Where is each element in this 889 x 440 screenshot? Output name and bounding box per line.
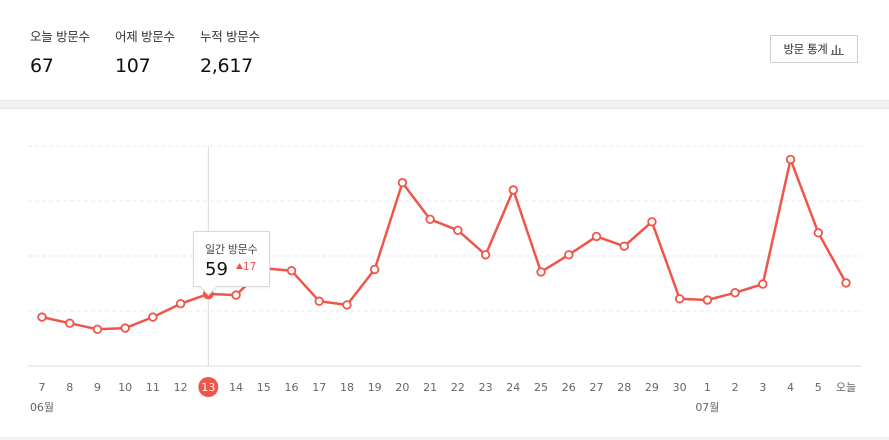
x-tick-label[interactable]: 23 — [479, 381, 493, 394]
stat-yesterday: 어제 방문수 107 — [115, 26, 175, 77]
stat-today-label: 오늘 방문수 — [30, 29, 90, 44]
data-point[interactable] — [591, 231, 602, 242]
x-tick-label[interactable]: 오늘 — [836, 381, 856, 394]
tooltip-label: 일간 방문수 — [205, 243, 258, 256]
data-point[interactable] — [564, 250, 574, 260]
x-tick-label[interactable]: 5 — [815, 381, 822, 394]
tooltip-value: 59 — [205, 259, 228, 280]
x-tick-label[interactable]: 10 — [118, 381, 132, 394]
data-point[interactable] — [120, 323, 130, 333]
x-tick-label[interactable]: 9 — [94, 381, 101, 394]
x-tick-label[interactable]: 27 — [589, 381, 603, 394]
data-point[interactable] — [785, 154, 796, 165]
x-tick-label[interactable]: 22 — [451, 381, 465, 394]
data-point[interactable] — [175, 298, 186, 309]
x-tick-label[interactable]: 26 — [562, 381, 576, 394]
data-point[interactable] — [841, 278, 851, 288]
stat-total-label: 누적 방문수 — [200, 29, 260, 44]
data-point[interactable] — [647, 217, 657, 227]
data-point[interactable] — [65, 318, 75, 328]
stat-yesterday-value: 107 — [115, 55, 151, 77]
bar-chart-icon — [831, 44, 845, 55]
data-point[interactable] — [92, 324, 103, 335]
x-tick-label[interactable]: 14 — [229, 381, 243, 394]
data-point[interactable] — [286, 265, 297, 276]
stat-today-value: 67 — [30, 55, 54, 77]
month-label: 07월 — [695, 401, 719, 414]
x-tick-label[interactable]: 29 — [645, 381, 659, 394]
x-tick-label[interactable]: 25 — [534, 381, 548, 394]
chart-panel: 7 8 9 10 11 12 13 14 15 16 17 18 19 20 21 22 23 24 25 26 27 2… — [0, 108, 889, 437]
stat-total: 누적 방문수 2,617 — [200, 26, 260, 77]
data-point[interactable] — [508, 185, 519, 195]
x-tick-label[interactable]: 1 — [704, 381, 711, 394]
x-tick-label[interactable]: 13 — [201, 381, 215, 394]
x-tick-label[interactable]: 15 — [257, 381, 271, 394]
x-tick-label[interactable]: 2 — [732, 381, 739, 394]
visit-stats-button-label: 방문 통계 — [783, 42, 828, 56]
data-point[interactable] — [148, 312, 158, 322]
x-tick-label[interactable]: 24 — [506, 381, 520, 394]
x-tick-label[interactable]: 3 — [759, 381, 766, 394]
data-point[interactable] — [674, 294, 685, 304]
visit-stats-button[interactable]: 방문 통계 — [770, 35, 858, 63]
data-point[interactable] — [314, 296, 324, 306]
data-point[interactable] — [369, 264, 380, 275]
tooltip-delta-value: 17 — [243, 261, 257, 273]
x-tick-label[interactable]: 8 — [66, 381, 73, 394]
x-tick-label[interactable]: 16 — [285, 381, 299, 394]
visits-line-chart: 7 8 9 10 11 12 13 14 15 16 17 18 19 20 21 22 23 24 25 26 27 2… — [28, 145, 862, 414]
data-point[interactable] — [619, 241, 629, 251]
daily-visits-tooltip: 일간 방문수 59 17 — [193, 231, 270, 296]
x-tick-label[interactable]: 20 — [395, 381, 409, 394]
x-tick-label[interactable]: 28 — [617, 381, 631, 394]
x-tick-label[interactable]: 4 — [787, 381, 794, 394]
x-tick-label[interactable]: 12 — [174, 381, 188, 394]
selected-day-marker — [198, 377, 219, 397]
data-point[interactable] — [37, 312, 47, 322]
x-tick-label[interactable]: 21 — [423, 381, 437, 394]
data-point[interactable] — [730, 287, 740, 298]
stat-yesterday-label: 어제 방문수 — [115, 29, 175, 44]
x-tick-label[interactable]: 30 — [673, 381, 687, 394]
data-point[interactable] — [480, 250, 491, 260]
data-point[interactable] — [758, 279, 768, 289]
data-point[interactable] — [813, 228, 823, 238]
data-point[interactable] — [702, 295, 713, 305]
x-tick-label[interactable]: 11 — [146, 381, 160, 394]
data-point[interactable] — [453, 225, 463, 236]
stat-total-value: 2,617 — [200, 55, 253, 77]
stat-today: 오늘 방문수 67 — [30, 26, 90, 77]
x-tick-label[interactable]: 7 — [39, 381, 46, 394]
x-tick-label[interactable]: 18 — [340, 381, 354, 394]
month-label: 06월 — [30, 401, 54, 414]
data-point[interactable] — [342, 300, 352, 310]
x-tick-label[interactable]: 19 — [368, 381, 382, 394]
data-point[interactable] — [425, 214, 435, 225]
data-point[interactable] — [231, 290, 241, 300]
data-point[interactable] — [397, 177, 408, 188]
data-point[interactable] — [536, 267, 546, 277]
tooltip-delta: 17 — [236, 261, 256, 273]
stats-panel: 오늘 방문수 67 어제 방문수 107 누적 방문수 2,617 방문 통계 — [0, 0, 889, 101]
x-tick-label[interactable]: 17 — [312, 381, 326, 394]
series-line — [41, 158, 848, 331]
triangle-up-icon — [236, 263, 243, 269]
